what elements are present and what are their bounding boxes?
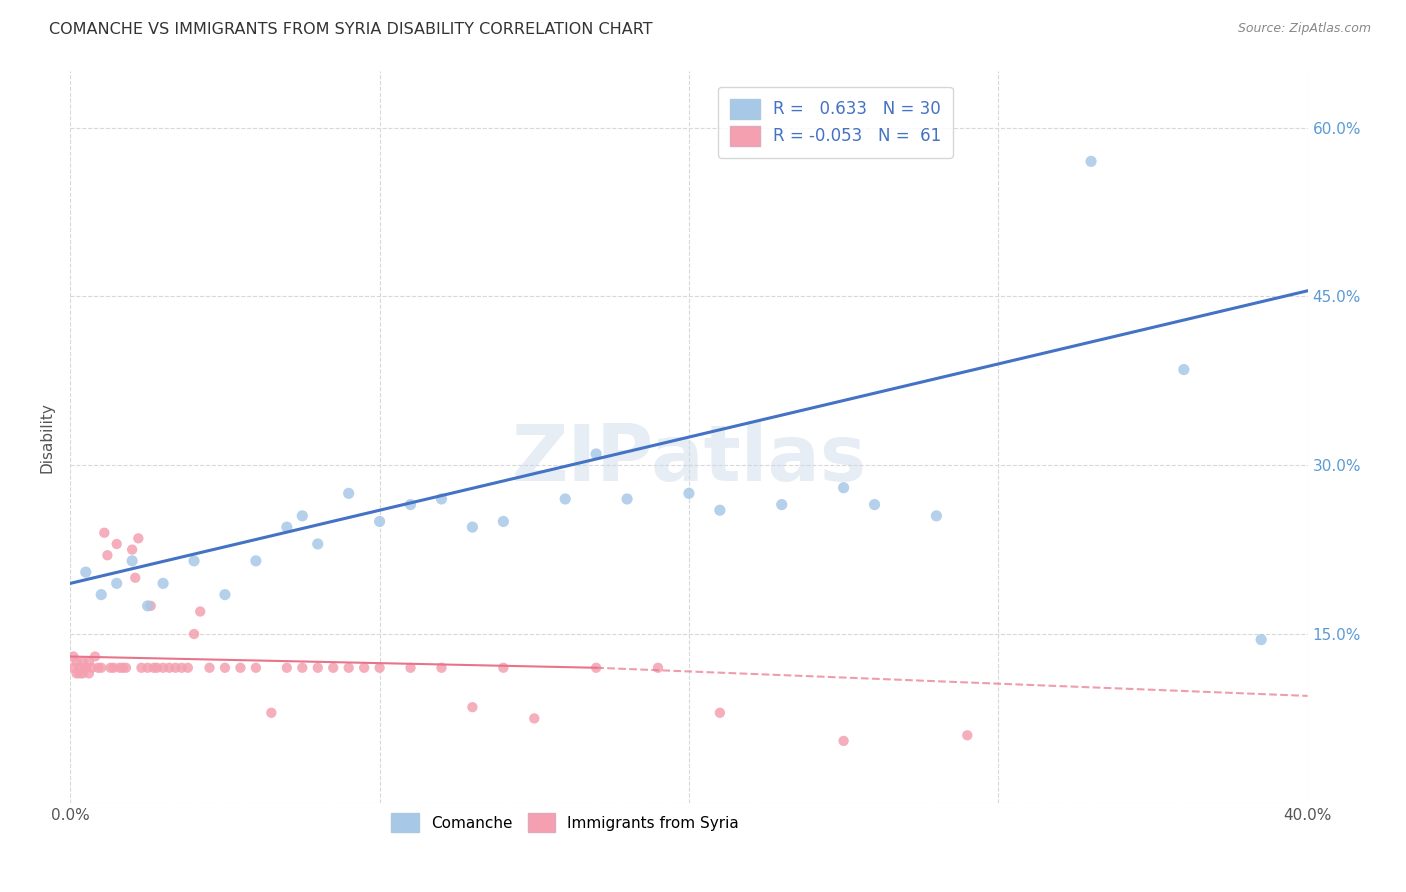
Point bbox=[461, 700, 484, 714]
Point bbox=[678, 486, 700, 500]
Point bbox=[198, 661, 221, 675]
Point bbox=[152, 661, 174, 675]
Point bbox=[647, 661, 669, 675]
Point bbox=[585, 447, 607, 461]
Point bbox=[121, 554, 143, 568]
Point bbox=[925, 508, 948, 523]
Point bbox=[863, 498, 886, 512]
Point bbox=[139, 599, 162, 613]
Point bbox=[72, 655, 94, 669]
Point bbox=[121, 542, 143, 557]
Point bbox=[93, 525, 115, 540]
Point bbox=[165, 661, 187, 675]
Point bbox=[1080, 154, 1102, 169]
Point bbox=[75, 565, 97, 579]
Point bbox=[832, 734, 855, 748]
Text: ZIPatlas: ZIPatlas bbox=[512, 421, 866, 497]
Point bbox=[1250, 632, 1272, 647]
Point bbox=[1173, 362, 1195, 376]
Point bbox=[770, 498, 793, 512]
Point bbox=[616, 491, 638, 506]
Point bbox=[75, 661, 97, 675]
Text: Source: ZipAtlas.com: Source: ZipAtlas.com bbox=[1237, 22, 1371, 36]
Point bbox=[709, 503, 731, 517]
Point bbox=[214, 661, 236, 675]
Point bbox=[80, 661, 103, 675]
Point bbox=[136, 661, 159, 675]
Point bbox=[77, 666, 100, 681]
Point bbox=[291, 508, 314, 523]
Point bbox=[399, 498, 422, 512]
Point bbox=[142, 661, 165, 675]
Point bbox=[337, 486, 360, 500]
Point bbox=[492, 661, 515, 675]
Point bbox=[108, 661, 131, 675]
Point bbox=[84, 649, 107, 664]
Point bbox=[72, 666, 94, 681]
Point bbox=[276, 520, 298, 534]
Point bbox=[100, 661, 122, 675]
Point bbox=[105, 537, 128, 551]
Point bbox=[183, 554, 205, 568]
Point bbox=[322, 661, 344, 675]
Point bbox=[368, 515, 391, 529]
Point bbox=[214, 588, 236, 602]
Point bbox=[430, 491, 453, 506]
Point bbox=[461, 520, 484, 534]
Point bbox=[399, 661, 422, 675]
Point bbox=[260, 706, 283, 720]
Point bbox=[90, 661, 112, 675]
Point bbox=[157, 661, 180, 675]
Y-axis label: Disability: Disability bbox=[39, 401, 55, 473]
Point bbox=[62, 649, 84, 664]
Point bbox=[65, 655, 87, 669]
Point bbox=[96, 548, 118, 562]
Point bbox=[77, 655, 100, 669]
Point bbox=[430, 661, 453, 675]
Point bbox=[87, 661, 110, 675]
Point bbox=[229, 661, 252, 675]
Point bbox=[90, 588, 112, 602]
Legend: Comanche, Immigrants from Syria: Comanche, Immigrants from Syria bbox=[381, 803, 749, 843]
Point bbox=[585, 661, 607, 675]
Point bbox=[307, 661, 329, 675]
Point bbox=[188, 605, 211, 619]
Point bbox=[136, 599, 159, 613]
Point bbox=[111, 661, 134, 675]
Point bbox=[62, 661, 84, 675]
Point bbox=[492, 515, 515, 529]
Point bbox=[65, 666, 87, 681]
Point bbox=[709, 706, 731, 720]
Point bbox=[523, 711, 546, 725]
Text: COMANCHE VS IMMIGRANTS FROM SYRIA DISABILITY CORRELATION CHART: COMANCHE VS IMMIGRANTS FROM SYRIA DISABI… bbox=[49, 22, 652, 37]
Point bbox=[131, 661, 153, 675]
Point bbox=[353, 661, 375, 675]
Point bbox=[245, 554, 267, 568]
Point bbox=[177, 661, 200, 675]
Point bbox=[291, 661, 314, 675]
Point bbox=[183, 627, 205, 641]
Point bbox=[124, 571, 146, 585]
Point bbox=[75, 661, 97, 675]
Point bbox=[337, 661, 360, 675]
Point bbox=[832, 481, 855, 495]
Point bbox=[554, 491, 576, 506]
Point bbox=[245, 661, 267, 675]
Point bbox=[170, 661, 193, 675]
Point bbox=[307, 537, 329, 551]
Point bbox=[276, 661, 298, 675]
Point bbox=[956, 728, 979, 742]
Point bbox=[69, 661, 91, 675]
Point bbox=[127, 532, 149, 546]
Point bbox=[368, 661, 391, 675]
Point bbox=[146, 661, 169, 675]
Point bbox=[115, 661, 138, 675]
Point bbox=[69, 666, 91, 681]
Point bbox=[152, 576, 174, 591]
Point bbox=[103, 661, 125, 675]
Point bbox=[105, 576, 128, 591]
